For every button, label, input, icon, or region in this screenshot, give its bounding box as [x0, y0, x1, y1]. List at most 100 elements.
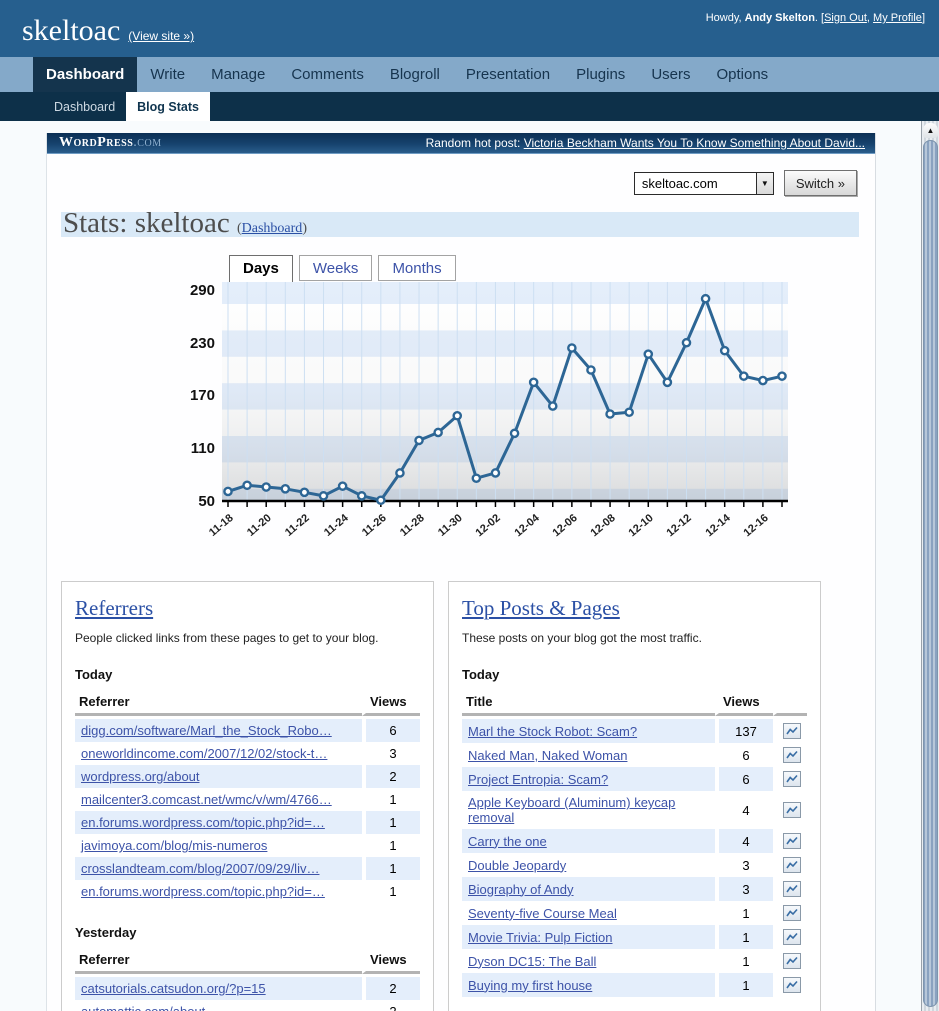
blog-select-dropdown[interactable]: skeltoac.com ▼	[633, 171, 774, 195]
post-link[interactable]: Naked Man, Naked Woman	[468, 747, 628, 763]
post-chart-icon[interactable]	[783, 747, 801, 763]
referrer-link[interactable]: oneworldincome.com/2007/12/02/stock-t…	[81, 746, 328, 761]
blog-select-value: skeltoac.com	[641, 175, 718, 191]
post-link[interactable]: Apple Keyboard (Aluminum) keycap removal	[468, 795, 676, 825]
subnav-tab-blog-stats[interactable]: Blog Stats	[126, 92, 210, 121]
nav-tab-blogroll[interactable]: Blogroll	[389, 66, 440, 83]
post-link[interactable]: Biography of Andy	[468, 881, 574, 897]
post-chart-icon[interactable]	[783, 833, 801, 849]
post-chart-icon[interactable]	[783, 723, 801, 739]
post-link[interactable]: Project Entropia: Scam?	[468, 771, 609, 787]
nav-tab-users[interactable]: Users	[651, 66, 691, 83]
x-axis-label: 12-10	[626, 512, 656, 540]
chart-tab-days[interactable]: Days	[229, 255, 293, 282]
data-point	[547, 401, 558, 411]
hot-post-link[interactable]: Victoria Beckham Wants You To Know Somet…	[523, 136, 865, 150]
referrer-link[interactable]: mailcenter3.comcast.net/wmc/v/wm/4766…	[81, 792, 332, 807]
stats-frame: WordPress.com Random hot post: Victoria …	[46, 133, 876, 1011]
data-point	[452, 410, 463, 421]
subnav-tab-dashboard[interactable]: Dashboard	[54, 99, 116, 114]
data-point	[738, 371, 749, 381]
vertical-scrollbar[interactable]: ▲	[921, 121, 939, 1011]
post-chart-icon[interactable]	[783, 905, 801, 921]
x-axis-label: 11-22	[283, 512, 313, 539]
post-row: Biography of Andy 3	[462, 877, 807, 901]
switch-button[interactable]: Switch »	[783, 170, 857, 196]
referrer-link[interactable]: en.forums.wordpress.com/topic.php?id=…	[81, 815, 325, 830]
title-stripe: Stats: skeltoac (Dashboard)	[61, 209, 859, 238]
views-count: 1	[715, 973, 773, 997]
top-posts-heading-link[interactable]: Top Posts & Pages	[462, 596, 620, 620]
nav-tab-comments[interactable]: Comments	[291, 66, 364, 83]
post-chart-icon[interactable]	[783, 881, 801, 897]
post-link[interactable]: Buying my first house	[468, 977, 593, 993]
data-point	[356, 491, 367, 501]
data-point	[261, 482, 272, 492]
x-axis-label: 12-16	[741, 512, 771, 540]
referrer-row: wordpress.org/about 2	[75, 765, 420, 788]
dashboard-link[interactable]: Dashboard	[241, 221, 303, 236]
referrer-link[interactable]: en.forums.wordpress.com/topic.php?id=…	[81, 884, 325, 899]
views-count: 2	[362, 977, 420, 1000]
column-header-referrer: Referrer	[75, 950, 362, 974]
data-point	[643, 349, 654, 359]
data-point	[719, 345, 730, 356]
chart-tab-months[interactable]: Months	[378, 255, 456, 281]
post-link[interactable]: Marl the Stock Robot: Scam?	[468, 723, 638, 739]
post-chart-icon[interactable]	[783, 977, 801, 993]
post-link[interactable]: Seventy-five Course Meal	[468, 905, 617, 921]
nav-tab-dashboard[interactable]: Dashboard	[33, 57, 138, 92]
scrollbar-thumb[interactable]	[923, 140, 938, 1007]
chart-tab-weeks[interactable]: Weeks	[298, 255, 373, 281]
post-link[interactable]: Carry the one	[468, 833, 547, 849]
post-chart-icon[interactable]	[783, 953, 801, 969]
data-point	[681, 337, 692, 348]
nav-tab-plugins[interactable]: Plugins	[576, 66, 626, 83]
today-section-title: Today	[75, 667, 113, 682]
x-axis-label: 12-02	[473, 512, 504, 540]
view-site-link[interactable]: (View site »)	[128, 29, 195, 43]
post-chart-icon[interactable]	[783, 771, 801, 787]
my-profile-link[interactable]: My Profile	[873, 12, 922, 24]
chart-plot	[222, 282, 788, 515]
data-point	[586, 365, 596, 375]
post-link[interactable]: Double Jeopardy	[468, 857, 567, 873]
referrers-panel: Referrers People clicked links from thes…	[61, 581, 434, 1011]
views-chart: Days Weeks Months 50 110 170 230 290 11-18 11-20…	[61, 255, 859, 555]
referrer-link[interactable]: automattic.com/about	[81, 1004, 205, 1011]
nav-tab-write[interactable]: Write	[150, 66, 186, 83]
referrer-link[interactable]: wordpress.org/about	[81, 769, 200, 784]
line-chart-svg	[222, 282, 788, 507]
views-count: 1	[362, 788, 420, 811]
nav-tab-options[interactable]: Options	[716, 66, 769, 83]
data-point	[318, 491, 329, 501]
post-chart-icon[interactable]	[783, 857, 801, 873]
post-link[interactable]: Dyson DC15: The Ball	[468, 953, 597, 969]
data-point	[433, 427, 443, 438]
post-chart-icon[interactable]	[783, 929, 801, 945]
referrer-link[interactable]: crosslandteam.com/blog/2007/09/29/liv…	[81, 861, 320, 876]
referrer-link[interactable]: digg.com/software/Marl_the_Stock_Robo…	[81, 723, 332, 738]
column-header-chart	[773, 692, 807, 716]
data-point	[528, 377, 539, 388]
referrer-link[interactable]: javimoya.com/blog/mis-numeros	[81, 838, 268, 853]
workspace: WordPress.com Random hot post: Victoria …	[0, 121, 939, 1011]
sign-out-link[interactable]: Sign Out	[824, 12, 867, 24]
nav-tab-manage[interactable]: Manage	[211, 66, 266, 83]
x-axis-label: 12-06	[550, 512, 580, 540]
data-point	[299, 487, 310, 498]
column-header-views: Views	[362, 692, 420, 716]
nav-tab-presentation[interactable]: Presentation	[465, 66, 551, 83]
referrers-heading-link[interactable]: Referrers	[75, 596, 154, 620]
stats-panels: Referrers People clicked links from thes…	[61, 581, 859, 1011]
referrer-link[interactable]: catsutorials.catsudon.org/?p=15	[81, 981, 266, 996]
views-count: 6	[715, 743, 773, 767]
post-link[interactable]: Movie Trivia: Pulp Fiction	[468, 929, 613, 945]
column-header-title: Title	[462, 692, 715, 716]
x-axis-label: 11-28	[397, 512, 427, 539]
column-header-views: Views	[362, 950, 420, 974]
scroll-up-arrow-icon[interactable]: ▲	[923, 123, 938, 138]
hot-post: Random hot post: Victoria Beckham Wants …	[425, 136, 865, 150]
post-chart-icon[interactable]	[783, 802, 801, 818]
data-point	[567, 343, 577, 353]
